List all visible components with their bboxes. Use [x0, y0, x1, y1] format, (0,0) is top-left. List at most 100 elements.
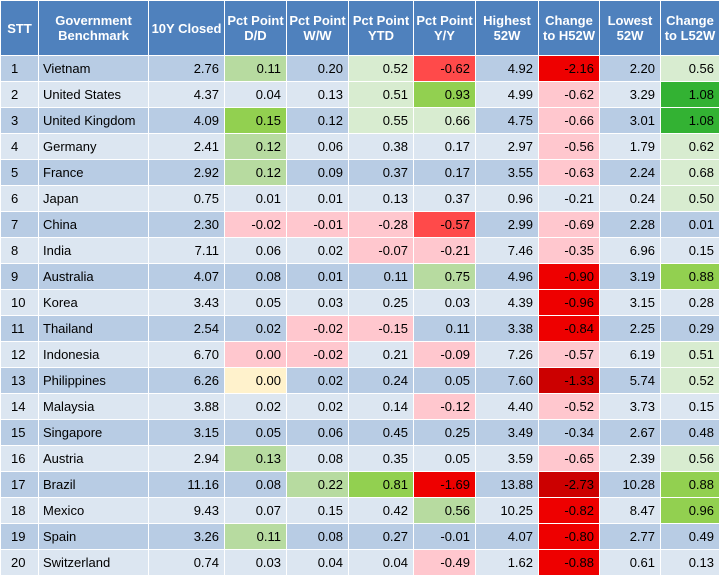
cell-highest-52w: 3.38 — [475, 315, 539, 342]
cell-ww: 0.08 — [286, 445, 349, 472]
cell-ww: 0.06 — [286, 133, 349, 160]
cell-stt: 6 — [0, 185, 39, 212]
cell-country: Mexico — [38, 497, 149, 524]
cell-change-l52w: 0.62 — [660, 133, 720, 160]
cell-yy: -0.62 — [413, 55, 476, 82]
table-row: 11 Thailand 2.54 0.02 -0.02 -0.15 0.11 3.38 -0.8… — [0, 315, 720, 342]
cell-change-h52w: -0.21 — [538, 185, 600, 212]
header-ytd: Pct Point YTD — [348, 0, 414, 56]
cell-yy: -0.49 — [413, 549, 476, 576]
table-row: 16 Austria 2.94 0.13 0.08 0.35 0.05 3.59 -0.65 2.… — [0, 445, 720, 472]
cell-highest-52w: 4.39 — [475, 289, 539, 316]
cell-country: Vietnam — [38, 55, 149, 82]
cell-country: Thailand — [38, 315, 149, 342]
cell-highest-52w: 4.75 — [475, 107, 539, 134]
table-row: 4 Germany 2.41 0.12 0.06 0.38 0.17 2.97 -0.56 1.7… — [0, 133, 720, 160]
cell-ytd: -0.07 — [348, 237, 414, 264]
cell-lowest-52w: 2.24 — [599, 159, 661, 186]
header-benchmark: Government Benchmark — [38, 0, 149, 56]
cell-ytd: 0.55 — [348, 107, 414, 134]
cell-change-h52w: -0.88 — [538, 549, 600, 576]
cell-lowest-52w: 0.61 — [599, 549, 661, 576]
cell-10y-closed: 6.26 — [148, 367, 225, 394]
cell-highest-52w: 7.46 — [475, 237, 539, 264]
cell-country: Germany — [38, 133, 149, 160]
cell-change-l52w: 1.08 — [660, 81, 720, 108]
cell-change-h52w: -0.57 — [538, 341, 600, 368]
cell-ww: 0.02 — [286, 367, 349, 394]
table-row: 1 Vietnam 2.76 0.11 0.20 0.52 -0.62 4.92 -2.16 2.… — [0, 55, 720, 82]
cell-lowest-52w: 2.20 — [599, 55, 661, 82]
cell-stt: 16 — [0, 445, 39, 472]
table-row: 5 France 2.92 0.12 0.09 0.37 0.17 3.55 -0.63 2.24… — [0, 159, 720, 186]
cell-ytd: 0.51 — [348, 81, 414, 108]
cell-lowest-52w: 8.47 — [599, 497, 661, 524]
cell-highest-52w: 2.99 — [475, 211, 539, 238]
cell-dd: 0.11 — [224, 523, 287, 550]
cell-stt: 18 — [0, 497, 39, 524]
cell-yy: 0.66 — [413, 107, 476, 134]
cell-dd: 0.07 — [224, 497, 287, 524]
cell-country: Japan — [38, 185, 149, 212]
cell-stt: 10 — [0, 289, 39, 316]
cell-ytd: 0.45 — [348, 419, 414, 446]
header-lowest-52w: Lowest 52W — [599, 0, 661, 56]
cell-ww: 0.02 — [286, 237, 349, 264]
cell-highest-52w: 4.96 — [475, 263, 539, 290]
cell-country: Indonesia — [38, 341, 149, 368]
table-row: 2 United States 4.37 0.04 0.13 0.51 0.93 4.99 -0… — [0, 81, 720, 108]
cell-change-h52w: -0.84 — [538, 315, 600, 342]
cell-10y-closed: 2.76 — [148, 55, 225, 82]
cell-10y-closed: 3.88 — [148, 393, 225, 420]
cell-change-l52w: 0.52 — [660, 367, 720, 394]
cell-ww: 0.12 — [286, 107, 349, 134]
cell-lowest-52w: 0.24 — [599, 185, 661, 212]
cell-ytd: 0.21 — [348, 341, 414, 368]
cell-stt: 13 — [0, 367, 39, 394]
cell-change-l52w: 0.56 — [660, 445, 720, 472]
cell-10y-closed: 9.43 — [148, 497, 225, 524]
cell-country: India — [38, 237, 149, 264]
cell-ww: 0.02 — [286, 393, 349, 420]
cell-lowest-52w: 10.28 — [599, 471, 661, 498]
cell-ww: 0.01 — [286, 263, 349, 290]
cell-change-l52w: 0.29 — [660, 315, 720, 342]
cell-10y-closed: 3.15 — [148, 419, 225, 446]
cell-dd: 0.12 — [224, 159, 287, 186]
table-row: 7 China 2.30 -0.02 -0.01 -0.28 -0.57 2.99 -0.69 2… — [0, 211, 720, 238]
cell-ytd: -0.15 — [348, 315, 414, 342]
cell-change-l52w: 0.48 — [660, 419, 720, 446]
cell-change-l52w: 0.88 — [660, 471, 720, 498]
cell-10y-closed: 0.75 — [148, 185, 225, 212]
cell-10y-closed: 3.26 — [148, 523, 225, 550]
cell-ww: 0.13 — [286, 81, 349, 108]
header-change-h52w: Change to H52W — [538, 0, 600, 56]
table-row: 9 Australia 4.07 0.08 0.01 0.11 0.75 4.96 -0.90 3… — [0, 263, 720, 290]
table-row: 20 Switzerland 0.74 0.03 0.04 0.04 -0.49 1.62 -0… — [0, 549, 720, 576]
cell-change-h52w: -0.69 — [538, 211, 600, 238]
cell-highest-52w: 7.26 — [475, 341, 539, 368]
cell-dd: 0.08 — [224, 471, 287, 498]
cell-highest-52w: 4.40 — [475, 393, 539, 420]
cell-stt: 1 — [0, 55, 39, 82]
cell-10y-closed: 2.30 — [148, 211, 225, 238]
cell-change-h52w: -2.16 — [538, 55, 600, 82]
cell-change-h52w: -0.66 — [538, 107, 600, 134]
table-row: 17 Brazil 11.16 0.08 0.22 0.81 -1.69 13.88 -2.73… — [0, 471, 720, 498]
cell-highest-52w: 1.62 — [475, 549, 539, 576]
cell-stt: 14 — [0, 393, 39, 420]
cell-lowest-52w: 3.01 — [599, 107, 661, 134]
cell-yy: -0.57 — [413, 211, 476, 238]
cell-lowest-52w: 3.73 — [599, 393, 661, 420]
cell-ww: 0.20 — [286, 55, 349, 82]
cell-stt: 12 — [0, 341, 39, 368]
cell-change-h52w: -0.34 — [538, 419, 600, 446]
cell-yy: -0.12 — [413, 393, 476, 420]
cell-change-l52w: 1.08 — [660, 107, 720, 134]
cell-yy: 0.25 — [413, 419, 476, 446]
cell-10y-closed: 2.41 — [148, 133, 225, 160]
cell-ytd: 0.25 — [348, 289, 414, 316]
cell-ytd: 0.52 — [348, 55, 414, 82]
cell-ytd: 0.24 — [348, 367, 414, 394]
